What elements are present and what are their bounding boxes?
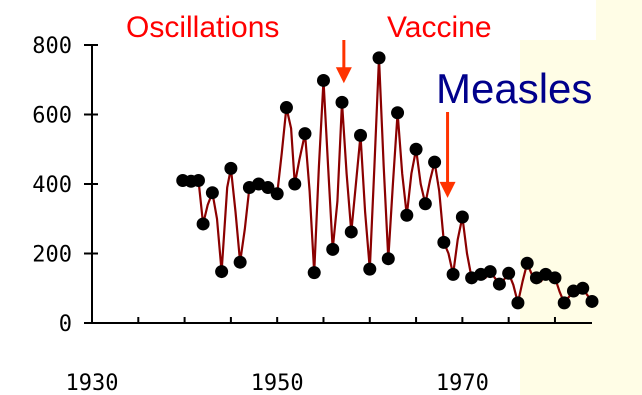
data-point xyxy=(363,262,377,276)
data-point xyxy=(455,210,469,224)
annotation-vaccine: Vaccine xyxy=(387,11,492,44)
y-tick-label: 0 xyxy=(59,312,72,337)
x-tick-label: 1970 xyxy=(436,371,489,395)
x-tick-label: 1930 xyxy=(66,371,119,395)
data-markers xyxy=(176,51,599,310)
data-point xyxy=(418,197,432,211)
data-point xyxy=(372,51,386,65)
data-point xyxy=(205,186,219,200)
annotations: Oscillations Vaccine Measles xyxy=(126,11,592,198)
series-line xyxy=(179,56,593,304)
axes: 1930 1950 1970 0 200 400 600 800 xyxy=(32,34,592,395)
data-point xyxy=(483,265,497,279)
data-point xyxy=(298,127,312,141)
y-tick-label: 200 xyxy=(32,243,72,268)
data-point xyxy=(224,161,238,175)
y-tick-label: 600 xyxy=(32,104,72,129)
data-point xyxy=(316,73,330,87)
data-point xyxy=(326,242,340,256)
data-point xyxy=(437,235,451,249)
data-point xyxy=(446,267,460,281)
background-panel-strip xyxy=(596,0,642,395)
data-point xyxy=(400,208,414,222)
x-ticks: 1930 1950 1970 xyxy=(66,317,556,395)
data-point xyxy=(215,265,229,279)
data-point xyxy=(344,225,358,239)
data-point xyxy=(576,281,590,295)
y-ticks: 0 200 400 600 800 xyxy=(32,34,98,337)
annotation-oscillations: Oscillations xyxy=(126,11,279,44)
y-tick-label: 400 xyxy=(32,173,72,198)
data-point xyxy=(354,128,368,142)
data-point xyxy=(548,271,562,285)
data-point xyxy=(409,142,423,156)
data-point xyxy=(307,266,321,280)
x-tick-label: 1950 xyxy=(251,371,304,395)
data-point xyxy=(279,101,293,115)
data-point xyxy=(585,294,599,308)
data-point xyxy=(233,255,247,269)
data-point xyxy=(511,296,525,310)
data-point xyxy=(261,180,275,194)
data-point xyxy=(270,187,284,201)
data-point xyxy=(428,155,442,169)
data-point xyxy=(557,296,571,310)
data-point xyxy=(335,95,349,109)
arrow-oscillations xyxy=(335,40,352,84)
data-point xyxy=(191,174,205,188)
data-point xyxy=(492,277,506,291)
arrow-measles xyxy=(439,112,456,198)
data-point xyxy=(391,106,405,120)
data-point xyxy=(288,177,302,191)
annotation-measles: Measles xyxy=(436,65,592,112)
data-point xyxy=(196,217,210,231)
data-point xyxy=(520,256,534,270)
y-tick-label: 800 xyxy=(32,34,72,59)
data-point xyxy=(381,252,395,266)
data-point xyxy=(502,266,516,280)
